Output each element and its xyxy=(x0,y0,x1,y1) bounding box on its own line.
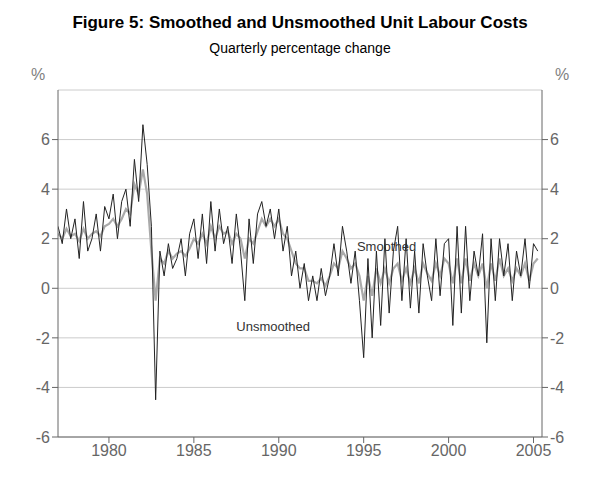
html-text:Figure 5: Smoothed and Unsmoot: Figure 5: Smoothed and Unsmoothed Unit L… xyxy=(72,13,528,32)
svg-text:6: 6 xyxy=(41,131,50,148)
svg-text:0: 0 xyxy=(550,280,559,297)
svg-text:Smoothed: Smoothed xyxy=(357,239,416,254)
svg-text:2000: 2000 xyxy=(431,442,467,459)
svg-text:-2: -2 xyxy=(550,330,564,347)
svg-text:-6: -6 xyxy=(550,429,564,446)
svg-text:-2: -2 xyxy=(36,330,50,347)
svg-text:2005: 2005 xyxy=(516,442,552,459)
svg-text:6: 6 xyxy=(550,131,559,148)
svg-text:-4: -4 xyxy=(36,379,50,396)
svg-text:1980: 1980 xyxy=(91,442,127,459)
svg-text:4: 4 xyxy=(41,181,50,198)
svg-text:-6: -6 xyxy=(36,429,50,446)
svg-text:1985: 1985 xyxy=(176,442,212,459)
svg-text:0: 0 xyxy=(41,280,50,297)
svg-text:1995: 1995 xyxy=(346,442,382,459)
svg-text:-4: -4 xyxy=(550,379,564,396)
svg-text:%: % xyxy=(555,66,569,83)
svg-text:4: 4 xyxy=(550,181,559,198)
svg-text:%: % xyxy=(31,66,45,83)
svg-text:2: 2 xyxy=(550,230,559,247)
svg-text:2: 2 xyxy=(41,230,50,247)
svg-text:1990: 1990 xyxy=(261,442,297,459)
html-text:Quarterly percentage change: Quarterly percentage change xyxy=(209,40,391,56)
svg-text:Unsmoothed: Unsmoothed xyxy=(236,319,310,334)
